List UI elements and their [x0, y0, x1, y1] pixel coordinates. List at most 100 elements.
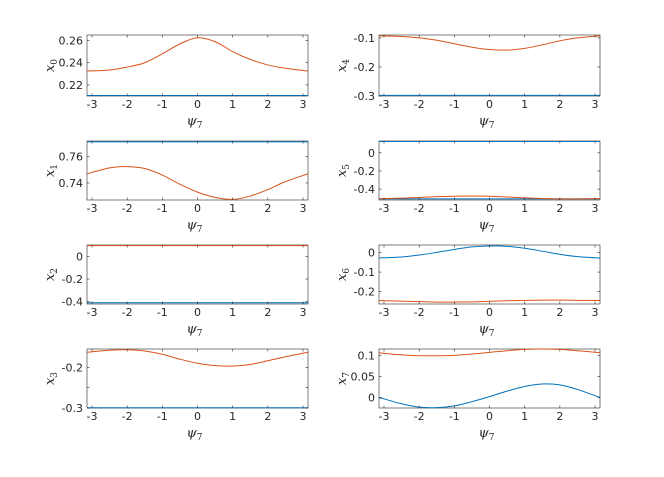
axes-box [86, 34, 309, 97]
x-tick-label: 0 [486, 306, 493, 319]
x-tick-label: 1 [521, 98, 528, 111]
y-tick-label: -0.2 [354, 165, 375, 178]
x-axis-label-subscript: 7 [197, 121, 203, 131]
x-tick-label: 1 [229, 410, 236, 423]
x-tick-label: 3 [300, 98, 307, 111]
axes-box [378, 348, 601, 409]
x-tick-label: -2 [122, 202, 133, 215]
y-tick-label: -0.1 [354, 266, 375, 279]
x-tick-label: 0 [194, 410, 201, 423]
y-axis-label-subscript: 2 [50, 268, 60, 274]
y-tick-label: 0.74 [59, 177, 84, 190]
x-tick-label: -1 [157, 98, 168, 111]
x-tick-label: 2 [264, 410, 271, 423]
x-tick-label: 0 [194, 98, 201, 111]
x-tick-label: 3 [300, 306, 307, 319]
x-tick-label: 3 [592, 306, 599, 319]
x-tick-label: -2 [414, 98, 425, 111]
axes-box [86, 244, 309, 305]
y-tick-label: 0 [368, 391, 375, 404]
y-tick-label: 0.76 [59, 151, 84, 164]
axes-box [378, 244, 601, 305]
y-tick-label: 0.05 [351, 370, 376, 383]
y-tick-label: -0.4 [62, 296, 83, 309]
x-tick-label: -3 [378, 98, 389, 111]
y-tick-label: -0.3 [62, 402, 83, 415]
y-axis-label-subscript: 5 [342, 164, 352, 170]
x-tick-label: -1 [449, 202, 460, 215]
x-axis-label-subscript: 7 [489, 329, 495, 339]
x-tick-label: 1 [229, 306, 236, 319]
x-tick-label: 2 [264, 306, 271, 319]
x-tick-label: -3 [378, 410, 389, 423]
x-tick-label: 0 [486, 98, 493, 111]
series-line-1 [86, 166, 309, 200]
x-tick-label: -3 [86, 306, 97, 319]
axes-box [378, 34, 601, 97]
x-tick-label: 3 [592, 98, 599, 111]
x-tick-label: 0 [194, 202, 201, 215]
x-tick-label: -3 [378, 306, 389, 319]
axes-box [86, 140, 309, 201]
y-tick-label: 0 [368, 247, 375, 260]
x-tick-label: 1 [521, 306, 528, 319]
y-tick-label: -0.2 [354, 285, 375, 298]
series-line-1 [378, 35, 601, 51]
x-tick-label: -3 [86, 410, 97, 423]
x-tick-label: 0 [486, 202, 493, 215]
x-axis-label-subscript: 7 [197, 225, 203, 235]
x-tick-label: -3 [378, 202, 389, 215]
y-axis-label-subscript: 0 [50, 59, 60, 65]
x-tick-label: 2 [264, 202, 271, 215]
x-tick-label: -2 [414, 202, 425, 215]
x-axis-label-subscript: 7 [197, 433, 203, 443]
y-axis-label-subscript: 6 [342, 268, 352, 274]
y-tick-label: -0.2 [62, 273, 83, 286]
x-axis-label-subscript: 7 [489, 433, 495, 443]
x-tick-label: -2 [122, 98, 133, 111]
x-tick-label: -1 [157, 306, 168, 319]
x-tick-label: 1 [229, 98, 236, 111]
y-tick-label: -0.2 [62, 361, 83, 374]
x-tick-label: -2 [122, 306, 133, 319]
y-tick-label: 0.26 [59, 35, 84, 48]
x-tick-label: -1 [449, 410, 460, 423]
y-tick-label: -0.4 [354, 183, 375, 196]
x-tick-label: 0 [194, 306, 201, 319]
x-tick-label: -1 [449, 306, 460, 319]
y-tick-label: -0.2 [354, 61, 375, 74]
y-axis-label-subscript: 3 [50, 372, 60, 378]
x-tick-label: 2 [556, 306, 563, 319]
y-tick-label: 0.22 [59, 79, 84, 92]
axes-box [86, 348, 309, 409]
y-tick-label: -0.1 [354, 32, 375, 45]
x-tick-label: -2 [414, 410, 425, 423]
x-tick-label: 3 [592, 202, 599, 215]
x-tick-label: -3 [86, 202, 97, 215]
y-tick-label: 0 [76, 250, 83, 263]
x-tick-label: 0 [486, 410, 493, 423]
x-tick-label: -2 [122, 410, 133, 423]
x-tick-label: 1 [521, 410, 528, 423]
y-tick-label: -0.3 [354, 90, 375, 103]
y-tick-label: 0.1 [358, 349, 376, 362]
x-tick-label: -2 [414, 306, 425, 319]
series-line-1 [86, 37, 309, 72]
x-tick-label: -1 [449, 98, 460, 111]
x-tick-label: 3 [300, 410, 307, 423]
x-tick-label: 1 [229, 202, 236, 215]
x-axis-label-subscript: 7 [489, 225, 495, 235]
x-tick-label: 2 [264, 98, 271, 111]
x-tick-label: -3 [86, 98, 97, 111]
y-axis-label-subscript: 1 [50, 164, 60, 170]
x-tick-label: 2 [556, 410, 563, 423]
x-tick-label: 3 [300, 202, 307, 215]
